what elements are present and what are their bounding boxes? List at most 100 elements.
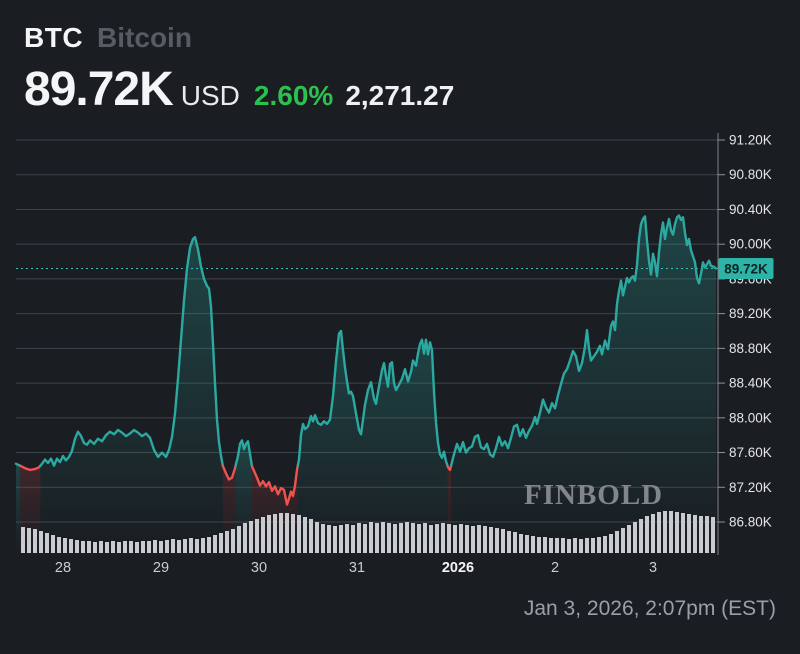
volume-bar	[261, 517, 265, 553]
volume-bar	[387, 523, 391, 553]
volume-bar	[297, 515, 301, 553]
volume-bar	[63, 538, 67, 553]
volume-bar	[159, 541, 163, 553]
y-axis-label: 91.20K	[729, 133, 772, 148]
x-axis-label: 3	[649, 560, 657, 576]
volume-bar	[693, 515, 697, 553]
volume-bar	[381, 522, 385, 553]
y-axis-label: 86.80K	[729, 515, 772, 530]
volume-bar	[75, 540, 79, 553]
volume-bar	[483, 526, 487, 553]
volume-bar	[645, 516, 649, 553]
volume-bar	[303, 517, 307, 553]
volume-bar	[711, 517, 715, 553]
volume-bar	[111, 541, 115, 553]
volume-bar	[669, 511, 673, 553]
volume-bar	[219, 533, 223, 553]
volume-bar	[243, 523, 247, 553]
volume-bar	[597, 537, 601, 553]
ticker-row: BTC Bitcoin	[24, 22, 454, 54]
x-axis-label: 29	[153, 560, 169, 576]
volume-bar	[609, 534, 613, 553]
price-area-fill	[40, 237, 223, 553]
finbold-watermark: FINBOLD	[524, 479, 664, 511]
volume-bar	[477, 525, 481, 553]
volume-bar	[675, 512, 679, 553]
current-price-badge-label: 89.72K	[724, 261, 768, 276]
volume-bar	[231, 529, 235, 553]
price-area-fill	[451, 215, 716, 553]
volume-bar	[657, 512, 661, 553]
volume-bar	[489, 527, 493, 553]
y-axis-label: 87.20K	[729, 480, 772, 495]
volume-bar	[309, 519, 313, 553]
volume-bar	[237, 526, 241, 553]
volume-bar	[681, 513, 685, 553]
volume-bar	[399, 523, 403, 553]
volume-bar	[471, 526, 475, 553]
volume-bar	[663, 511, 667, 553]
price-area-fill	[297, 331, 448, 553]
volume-bar	[273, 514, 277, 553]
volume-bar	[213, 535, 217, 553]
volume-bar	[519, 534, 523, 553]
volume-bar	[267, 515, 271, 553]
volume-bar	[183, 539, 187, 553]
volume-bar	[687, 514, 691, 553]
volume-bar	[579, 539, 583, 553]
volume-bar	[81, 541, 85, 553]
volume-bar	[633, 522, 637, 553]
volume-bar	[201, 538, 205, 553]
y-axis-label: 90.40K	[729, 202, 772, 217]
volume-bar	[567, 539, 571, 553]
volume-bar	[351, 525, 355, 553]
volume-bar	[411, 523, 415, 553]
volume-bar	[429, 525, 433, 553]
volume-bar	[603, 536, 607, 553]
price-change-percent: 2.60%	[253, 80, 334, 111]
volume-bar	[195, 539, 199, 553]
volume-bar	[591, 538, 595, 553]
volume-bar	[699, 516, 703, 553]
volume-bar	[501, 529, 505, 553]
volume-bar	[423, 523, 427, 553]
volume-bar	[279, 513, 283, 553]
volume-bar	[21, 527, 25, 553]
price-change-value: 2,271.27	[345, 80, 455, 111]
price-line-up	[449, 214, 718, 467]
volume-bar	[357, 523, 361, 553]
price-line-down	[250, 464, 299, 506]
volume-bar	[117, 542, 121, 553]
x-axis-label: 28	[55, 560, 71, 576]
volume-bar	[165, 540, 169, 553]
volume-bar	[225, 531, 229, 553]
volume-bar	[495, 528, 499, 553]
volume-bar	[513, 532, 517, 553]
volume-bar	[57, 537, 61, 553]
volume-bar	[627, 525, 631, 553]
volume-bar	[573, 538, 577, 553]
volume-bar	[549, 538, 553, 553]
volume-bar	[363, 524, 367, 553]
price-currency: USD	[180, 80, 240, 111]
volume-bar	[87, 541, 91, 553]
price-line-down	[221, 464, 237, 481]
volume-bar	[369, 522, 373, 553]
volume-bar	[249, 521, 253, 553]
volume-bar	[291, 514, 295, 553]
volume-bar	[45, 533, 49, 553]
price-line-up	[296, 329, 449, 467]
volume-bar	[441, 523, 445, 553]
volume-bar	[393, 524, 397, 553]
current-price-badge	[718, 257, 774, 279]
volume-bar	[189, 538, 193, 553]
volume-bar	[345, 524, 349, 553]
volume-bar	[171, 539, 175, 553]
volume-bar	[255, 519, 259, 553]
price-area-fill	[16, 463, 21, 553]
volume-bar	[153, 540, 157, 553]
volume-bar	[51, 535, 55, 553]
volume-bar	[207, 537, 211, 553]
volume-bar	[621, 528, 625, 553]
